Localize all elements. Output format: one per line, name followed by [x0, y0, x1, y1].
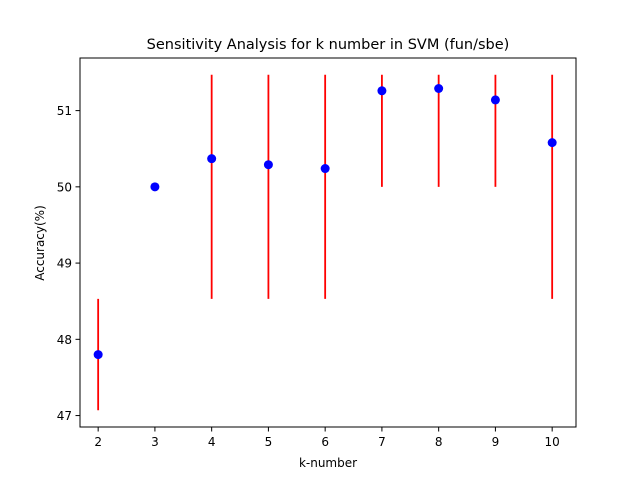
x-tick-label: 2 [94, 435, 102, 449]
data-point [150, 182, 160, 192]
data-point [547, 138, 557, 148]
x-tick-label: 10 [545, 435, 560, 449]
x-tick-label: 6 [321, 435, 329, 449]
x-tick-label: 3 [151, 435, 159, 449]
x-tick-label: 5 [265, 435, 273, 449]
data-point [320, 164, 330, 174]
y-tick-label: 51 [57, 104, 72, 118]
data-point [377, 86, 387, 96]
data-point [207, 154, 217, 164]
y-axis-ticks: 47 48 49 50 51 [57, 104, 80, 423]
x-tick-label: 7 [378, 435, 386, 449]
error-bars [97, 74, 554, 411]
data-points [93, 83, 557, 360]
chart-title: Sensitivity Analysis for k number in SVM… [147, 37, 510, 53]
data-point [263, 160, 273, 170]
y-tick-label: 49 [57, 257, 72, 271]
y-tick-label: 48 [57, 333, 72, 347]
x-tick-label: 9 [492, 435, 500, 449]
plot-area-frame [79, 57, 577, 428]
data-point [93, 350, 103, 360]
x-axis-label: k-number [299, 456, 357, 470]
data-point [490, 95, 500, 105]
x-axis-ticks: 2 3 4 5 6 7 8 9 10 [94, 427, 560, 449]
y-tick-label: 50 [57, 180, 72, 194]
data-point [434, 83, 444, 93]
y-axis-label: Accuracy(%) [33, 205, 47, 281]
x-tick-label: 8 [435, 435, 443, 449]
y-tick-label: 47 [57, 409, 72, 423]
x-tick-label: 4 [208, 435, 216, 449]
